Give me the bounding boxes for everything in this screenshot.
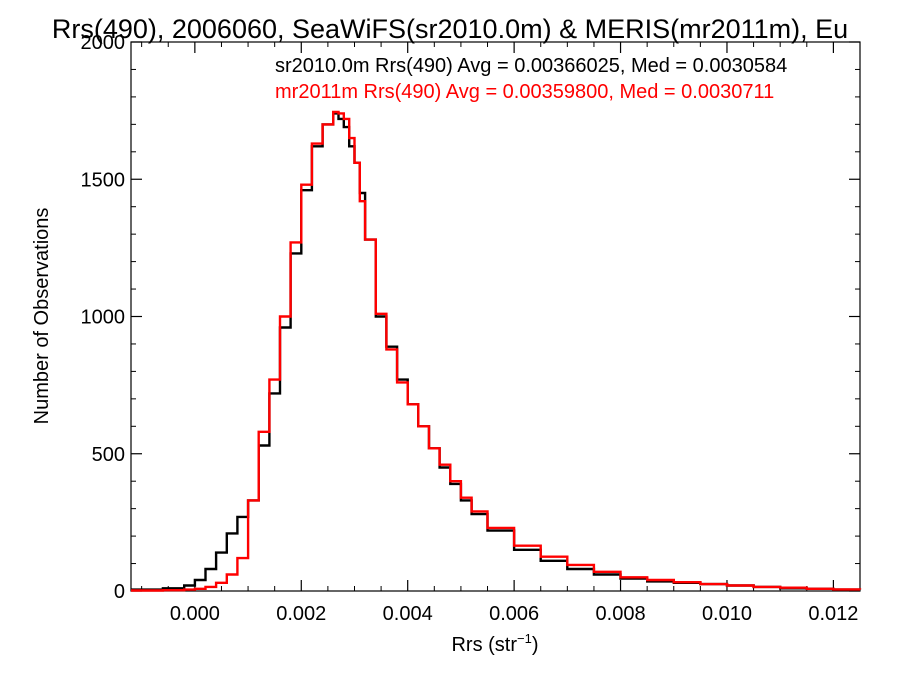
series-layer [131,110,862,592]
y-axis-label: Number of Observations [31,208,53,425]
plot-border [130,41,861,592]
y-tick-label: 2000 [81,32,126,54]
x-axis-label-exponent: −1 [517,631,532,646]
x-axis-label-main: Rrs (str [451,634,517,656]
y-tick-label: 1000 [81,307,126,329]
annotation-mr2011-stats: mr2011m Rrs(490) Avg = 0.00359800, Med =… [275,81,774,103]
series-line-mr2011 [131,110,862,592]
x-axis-ticks: 0.000 0.002 0.004 0.006 0.008 0.010 0.012 [141,42,861,625]
y-tick-label: 500 [92,444,125,466]
x-axis-label-close: ) [532,634,539,656]
y-axis-ticks: 0 500 1000 1500 2000 [81,32,860,603]
x-tick-label: 0.000 [170,603,220,625]
x-tick-label: 0.012 [808,603,858,625]
x-axis-label: Rrs (str−1) [451,631,538,656]
x-tick-label: 0.004 [383,603,433,625]
annotation-sr2010-stats: sr2010.0m Rrs(490) Avg = 0.00366025, Med… [275,55,787,77]
x-tick-label: 0.010 [702,603,752,625]
series-line-sr2010 [131,112,860,591]
y-tick-label: 1500 [81,169,126,191]
plot-frame [130,41,861,592]
x-tick-label: 0.006 [489,603,539,625]
x-tick-label: 0.002 [276,603,326,625]
y-tick-label: 0 [114,581,125,603]
chart-title: Rrs(490), 2006060, SeaWiFS(sr2010.0m) & … [52,14,848,44]
x-tick-label: 0.008 [596,603,646,625]
